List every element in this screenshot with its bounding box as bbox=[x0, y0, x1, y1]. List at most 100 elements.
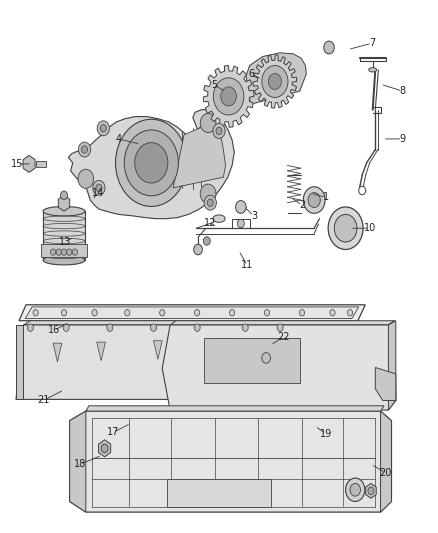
Circle shape bbox=[93, 180, 105, 195]
Circle shape bbox=[237, 219, 244, 228]
Text: 5: 5 bbox=[212, 80, 218, 90]
Bar bbox=[41, 244, 87, 257]
Text: 18: 18 bbox=[74, 459, 86, 469]
Polygon shape bbox=[25, 307, 359, 319]
Circle shape bbox=[303, 187, 325, 213]
Circle shape bbox=[299, 310, 304, 316]
Circle shape bbox=[125, 310, 130, 316]
Circle shape bbox=[350, 483, 360, 496]
Circle shape bbox=[101, 444, 108, 453]
Circle shape bbox=[150, 324, 156, 332]
Text: 12: 12 bbox=[204, 218, 216, 228]
Text: 8: 8 bbox=[399, 86, 406, 96]
Circle shape bbox=[328, 207, 363, 249]
Polygon shape bbox=[389, 321, 396, 410]
Polygon shape bbox=[68, 110, 234, 219]
Circle shape bbox=[124, 130, 178, 196]
Polygon shape bbox=[253, 55, 297, 108]
Text: 11: 11 bbox=[241, 261, 254, 270]
Circle shape bbox=[277, 324, 283, 332]
Polygon shape bbox=[23, 321, 304, 325]
Polygon shape bbox=[97, 342, 106, 361]
Polygon shape bbox=[203, 66, 254, 127]
Text: 10: 10 bbox=[364, 223, 376, 233]
Circle shape bbox=[262, 66, 288, 98]
Text: 7: 7 bbox=[369, 38, 375, 48]
Text: 9: 9 bbox=[399, 134, 406, 144]
Circle shape bbox=[50, 249, 56, 255]
Circle shape bbox=[346, 478, 365, 502]
Circle shape bbox=[221, 87, 237, 106]
Text: 21: 21 bbox=[37, 395, 49, 406]
Circle shape bbox=[330, 310, 335, 316]
Circle shape bbox=[100, 125, 106, 132]
Circle shape bbox=[194, 244, 202, 255]
Polygon shape bbox=[99, 440, 111, 457]
Text: 13: 13 bbox=[59, 237, 71, 247]
Circle shape bbox=[61, 249, 67, 255]
Polygon shape bbox=[381, 411, 392, 512]
Polygon shape bbox=[375, 368, 396, 400]
Circle shape bbox=[213, 124, 225, 139]
Text: 6: 6 bbox=[249, 69, 255, 79]
Circle shape bbox=[308, 192, 320, 207]
Text: 3: 3 bbox=[251, 211, 257, 221]
Circle shape bbox=[78, 142, 91, 157]
Circle shape bbox=[262, 353, 271, 364]
Text: 4: 4 bbox=[116, 134, 122, 144]
Circle shape bbox=[97, 121, 110, 136]
Circle shape bbox=[194, 310, 200, 316]
Polygon shape bbox=[170, 321, 395, 325]
Polygon shape bbox=[153, 341, 162, 359]
Polygon shape bbox=[53, 343, 62, 362]
Circle shape bbox=[60, 191, 67, 199]
Polygon shape bbox=[70, 411, 86, 512]
Text: 20: 20 bbox=[380, 468, 392, 478]
Circle shape bbox=[324, 41, 334, 54]
Polygon shape bbox=[219, 339, 228, 358]
Bar bbox=[43, 211, 85, 260]
Polygon shape bbox=[16, 325, 297, 399]
Circle shape bbox=[135, 143, 168, 183]
Circle shape bbox=[27, 324, 33, 332]
Circle shape bbox=[194, 324, 200, 332]
Circle shape bbox=[159, 310, 165, 316]
Circle shape bbox=[236, 200, 246, 213]
Circle shape bbox=[265, 310, 270, 316]
Text: 22: 22 bbox=[277, 332, 290, 342]
Polygon shape bbox=[23, 156, 35, 172]
Text: 2: 2 bbox=[299, 200, 305, 211]
Bar bbox=[204, 338, 300, 383]
Text: 19: 19 bbox=[320, 429, 332, 439]
Circle shape bbox=[96, 184, 102, 191]
Circle shape bbox=[334, 214, 357, 242]
Circle shape bbox=[67, 249, 72, 255]
Circle shape bbox=[347, 310, 353, 316]
Polygon shape bbox=[70, 411, 392, 512]
Circle shape bbox=[368, 487, 374, 495]
Circle shape bbox=[359, 186, 366, 195]
Polygon shape bbox=[166, 479, 272, 507]
Circle shape bbox=[207, 199, 213, 206]
Circle shape bbox=[268, 74, 282, 90]
Circle shape bbox=[63, 324, 69, 332]
Ellipse shape bbox=[43, 255, 85, 265]
Circle shape bbox=[204, 195, 216, 210]
Circle shape bbox=[92, 310, 97, 316]
Text: 17: 17 bbox=[107, 427, 120, 438]
Circle shape bbox=[61, 310, 67, 316]
Circle shape bbox=[56, 249, 61, 255]
Circle shape bbox=[213, 78, 244, 115]
Text: 1: 1 bbox=[323, 192, 329, 203]
Ellipse shape bbox=[369, 68, 377, 72]
Circle shape bbox=[33, 310, 38, 316]
Circle shape bbox=[200, 114, 216, 133]
Circle shape bbox=[72, 249, 78, 255]
Text: 16: 16 bbox=[48, 325, 60, 335]
Circle shape bbox=[216, 127, 222, 135]
Bar bbox=[36, 161, 46, 167]
Circle shape bbox=[200, 184, 216, 203]
Circle shape bbox=[116, 119, 187, 206]
Polygon shape bbox=[58, 195, 70, 211]
Text: 15: 15 bbox=[11, 159, 24, 169]
